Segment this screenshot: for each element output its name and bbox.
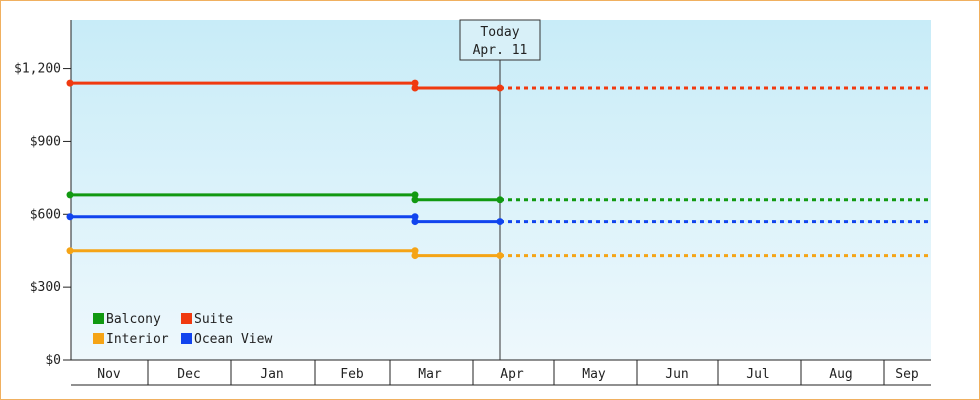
series-lines: [66, 79, 931, 260]
y-tick-label: $0: [45, 353, 61, 368]
data-point-interior: [496, 252, 504, 260]
x-tick-label: Nov: [97, 367, 121, 382]
data-point-interior: [411, 252, 419, 260]
y-tick-label: $1,200: [14, 62, 61, 77]
data-point-balcony: [66, 191, 74, 199]
data-point-suite: [496, 84, 504, 92]
x-tick-label: May: [582, 367, 606, 382]
x-tick-label: Jan: [260, 367, 283, 382]
data-point-ocean-view: [66, 213, 74, 221]
x-tick-label: Dec: [177, 367, 200, 382]
legend: Balcony Suite Interior Ocean View: [93, 312, 272, 347]
legend-swatch-interior: [93, 333, 104, 344]
today-marker: Today Apr. 11: [459, 19, 541, 360]
data-point-ocean-view: [411, 213, 419, 221]
legend-label-interior: Interior: [106, 332, 169, 347]
y-tick-label: $600: [30, 207, 61, 222]
today-label: Today: [480, 25, 519, 40]
data-point-suite: [411, 79, 419, 87]
legend-swatch-balcony: [93, 313, 104, 324]
legend-swatch-ocean-view: [181, 333, 192, 344]
y-tick-label: $300: [30, 280, 61, 295]
x-tick-label: Apr: [500, 367, 524, 382]
x-tick-label: Jul: [746, 367, 769, 382]
x-axis: Nov Dec Jan Feb Mar Apr May Jun Jul Aug Sep: [71, 359, 931, 386]
data-point-ocean-view: [411, 218, 419, 226]
data-point-interior: [411, 247, 419, 255]
legend-label-balcony: Balcony: [106, 312, 161, 327]
y-tick-label: $900: [30, 134, 61, 149]
y-axis: $0 $300 $600 $900 $1,200: [14, 20, 72, 368]
x-tick-label: Jun: [665, 367, 688, 382]
legend-label-ocean-view: Ocean View: [194, 332, 272, 347]
data-point-balcony: [496, 196, 504, 204]
data-point-interior: [66, 247, 74, 255]
legend-swatch-suite: [181, 313, 192, 324]
data-point-balcony: [411, 191, 419, 199]
plot-area: [71, 20, 931, 360]
data-point-balcony: [411, 196, 419, 204]
x-tick-label: Aug: [829, 367, 852, 382]
x-tick-label: Feb: [340, 367, 364, 382]
data-point-ocean-view: [496, 218, 504, 226]
data-point-suite: [66, 79, 74, 87]
x-tick-label: Mar: [418, 367, 442, 382]
today-box: [459, 19, 541, 61]
legend-label-suite: Suite: [194, 312, 233, 327]
today-date: Apr. 11: [473, 43, 528, 58]
data-point-suite: [411, 84, 419, 92]
x-tick-label: Sep: [895, 367, 919, 382]
